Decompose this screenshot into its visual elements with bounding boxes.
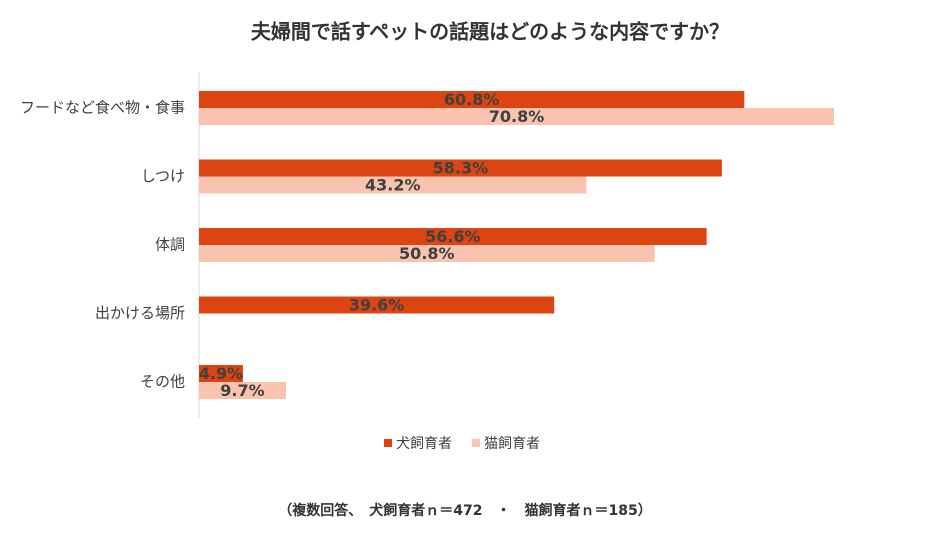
data-label: 60.8% bbox=[444, 90, 500, 109]
data-label: 4.9% bbox=[199, 364, 243, 383]
data-label: 50.8% bbox=[399, 244, 455, 263]
bar bbox=[199, 159, 722, 177]
data-label: 56.6% bbox=[425, 227, 481, 246]
chart-title: 夫婦間で話すペットの話題はどのような内容ですか？ bbox=[251, 20, 729, 44]
note: （複数回答、 犬飼育者ｎ＝472 ・ 猫飼育者ｎ＝185） bbox=[278, 502, 651, 519]
legend-swatch bbox=[472, 439, 480, 447]
y-tick-label: 体調 bbox=[155, 236, 185, 254]
bar bbox=[199, 365, 243, 382]
bar bbox=[199, 91, 745, 108]
data-label: 58.3% bbox=[433, 159, 489, 178]
data-label: 9.7% bbox=[220, 381, 264, 400]
bar bbox=[199, 245, 655, 262]
y-tick-label: その他 bbox=[140, 373, 185, 391]
bar bbox=[199, 108, 834, 125]
legend-label: 猫飼育者 bbox=[484, 436, 540, 452]
y-tick-label: 出かける場所 bbox=[95, 304, 185, 322]
y-tick-label: しつけ bbox=[141, 167, 185, 185]
bar bbox=[199, 296, 555, 314]
data-label: 39.6% bbox=[349, 296, 405, 315]
y-tick-label: フードなど食べ物・食事 bbox=[20, 99, 185, 117]
legend-swatch bbox=[384, 439, 392, 447]
bar bbox=[199, 228, 707, 245]
bar bbox=[199, 382, 286, 399]
data-label: 70.8% bbox=[489, 107, 545, 126]
data-label: 43.2% bbox=[365, 176, 421, 195]
legend-label: 犬飼育者 bbox=[396, 436, 452, 452]
bar bbox=[199, 176, 587, 194]
